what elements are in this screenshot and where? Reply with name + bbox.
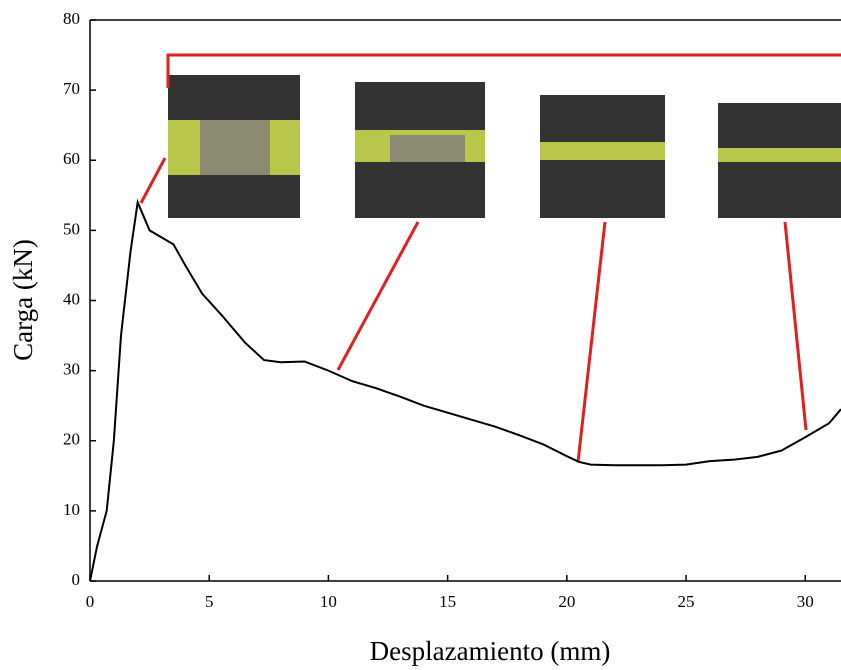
y-tick-label: 30	[63, 360, 80, 379]
x-tick-label: 20	[558, 592, 575, 611]
x-tick-label: 25	[678, 592, 695, 611]
arrow	[576, 221, 607, 463]
data-line	[89, 198, 841, 582]
photos	[168, 75, 841, 218]
photo-detail	[540, 142, 665, 160]
x-axis-label: Desplazamiento (mm)	[370, 636, 611, 666]
photo-detail	[200, 120, 270, 175]
y-tick-label: 70	[63, 79, 80, 98]
x-tick-label: 10	[320, 592, 337, 611]
y-tick-label: 40	[63, 289, 80, 308]
y-tick-label: 80	[63, 9, 80, 28]
arrow	[783, 221, 808, 431]
arrow	[139, 157, 167, 204]
bracket	[166, 53, 841, 88]
x-tick-label: 5	[205, 592, 214, 611]
y-tick-label: 10	[63, 500, 80, 519]
x-tick-label: 15	[439, 592, 456, 611]
x-tick-label: 30	[797, 592, 814, 611]
photo-detail	[390, 135, 465, 162]
photo-detail	[718, 148, 841, 162]
arrow	[336, 221, 420, 371]
y-tick-label: 60	[63, 149, 80, 168]
y-tick-label: 50	[63, 219, 80, 238]
y-axis-label: Carga (kN)	[8, 239, 38, 361]
y-tick-label: 20	[63, 430, 80, 449]
annotations	[139, 53, 841, 463]
y-tick-label: 0	[72, 570, 81, 589]
x-tick-label: 0	[86, 592, 95, 611]
